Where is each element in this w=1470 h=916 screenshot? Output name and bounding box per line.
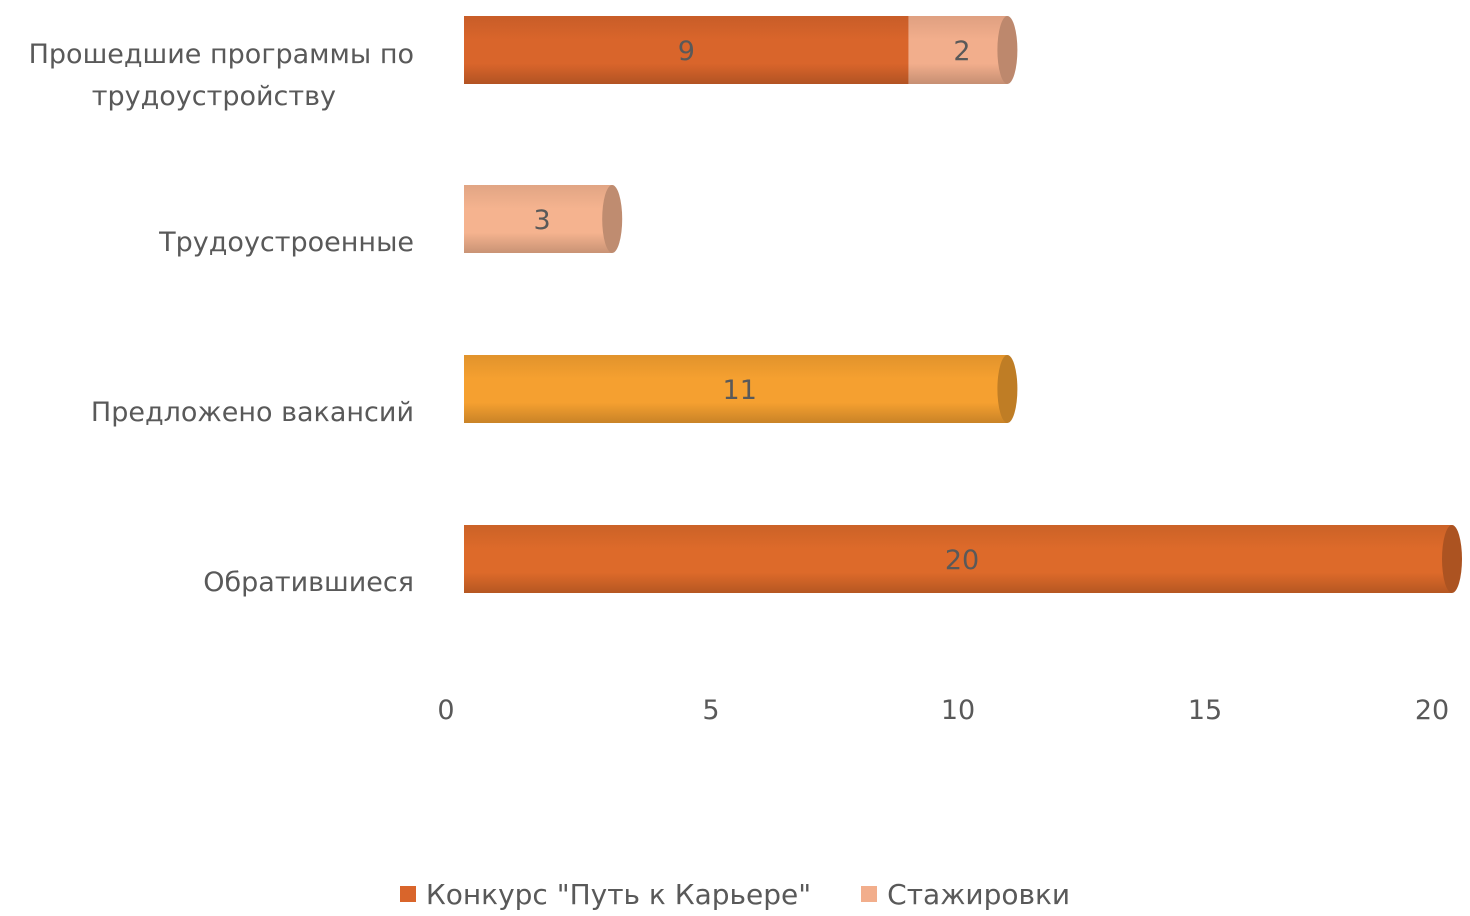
data-label-3-series-1: 11 bbox=[723, 375, 757, 406]
legend-label-konkurs: Конкурс "Путь к Карьере" bbox=[425, 877, 812, 911]
bar-cap-2 bbox=[602, 185, 623, 253]
data-label-4-series-1: 20 bbox=[945, 545, 979, 576]
category-label-3: Предложено вакансий bbox=[0, 392, 414, 434]
legend-item-stazhirovki: Стажировки bbox=[861, 878, 1070, 911]
bar-1-series-2 bbox=[908, 16, 1008, 84]
data-label-2-series-2: 3 bbox=[534, 205, 551, 236]
bar-chart: 9 2 3 11 20 0 5 10 15 20 bbox=[437, 16, 1462, 726]
category-label-line: трудоустройству bbox=[91, 81, 336, 112]
legend: Конкурс "Путь к Карьере" Стажировки bbox=[0, 872, 1470, 916]
bar-cap-4 bbox=[1442, 525, 1462, 593]
category-label-line: Прошедшие программы по bbox=[28, 39, 414, 70]
x-axis-ticks: 0 5 10 15 20 bbox=[437, 695, 1449, 726]
bars-group: 9 2 3 11 20 bbox=[464, 16, 1462, 593]
category-label-line: Обратившиеся bbox=[203, 567, 414, 598]
category-label-2: Трудоустроенные bbox=[0, 222, 414, 264]
legend-swatch-konkurs bbox=[399, 886, 416, 902]
x-tick-label-20: 20 bbox=[1415, 695, 1449, 726]
bar-2-series-2 bbox=[464, 185, 613, 253]
category-label-line: Предложено вакансий bbox=[90, 397, 414, 428]
legend-item-konkurs: Конкурс "Путь к Карьере" bbox=[399, 877, 812, 911]
bar-4-series-1 bbox=[464, 525, 1452, 593]
legend-swatch-stazhirovki bbox=[861, 886, 878, 902]
bar-1-series-1 bbox=[464, 16, 909, 84]
bar-3-series-1 bbox=[464, 355, 1008, 423]
x-tick-label-15: 15 bbox=[1188, 695, 1222, 726]
data-label-1-series-1: 9 bbox=[678, 36, 695, 67]
category-label-line: Трудоустроенные bbox=[159, 227, 414, 258]
category-label-4: Обратившиеся bbox=[0, 562, 414, 604]
bar-cap-1 bbox=[997, 16, 1018, 84]
legend-label-stazhirovki: Стажировки bbox=[887, 877, 1071, 911]
x-tick-label-5: 5 bbox=[702, 695, 719, 726]
bar-cap-3 bbox=[997, 355, 1018, 423]
category-label-1: Прошедшие программы по трудоустройству bbox=[0, 34, 414, 118]
x-tick-label-10: 10 bbox=[941, 695, 975, 726]
x-tick-label-0: 0 bbox=[437, 695, 454, 726]
data-label-1-series-2: 2 bbox=[953, 36, 970, 67]
